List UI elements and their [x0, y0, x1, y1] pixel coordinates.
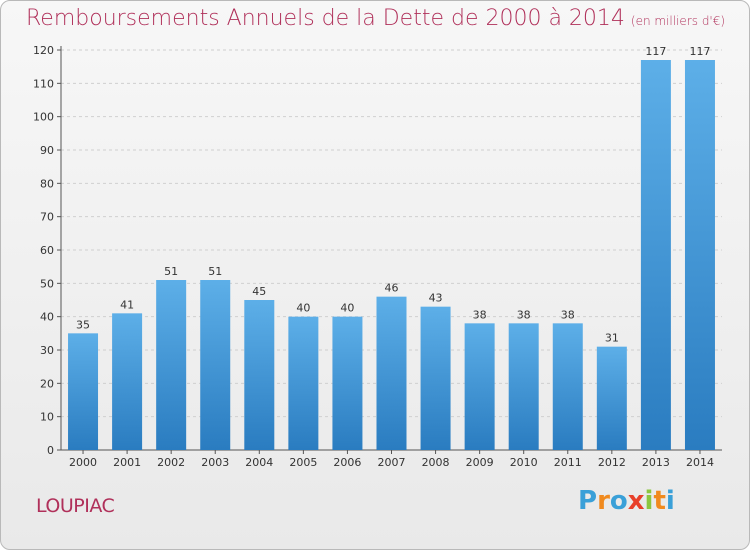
logo-letter: i — [644, 486, 654, 516]
x-tick-label: 2014 — [686, 456, 714, 469]
bar-2001 — [112, 313, 143, 450]
x-tick-label: 2012 — [598, 456, 626, 469]
data-label: 38 — [517, 308, 531, 321]
y-tick-label: 0 — [47, 444, 54, 457]
bars — [68, 60, 715, 450]
bar-2009 — [464, 323, 495, 450]
bar-2012 — [596, 346, 627, 450]
x-tick-label: 2003 — [201, 456, 229, 469]
bar-2002 — [156, 280, 187, 450]
data-label: 117 — [689, 45, 710, 58]
data-label: 51 — [164, 265, 178, 278]
logo-letter: o — [609, 486, 628, 516]
commune-name: LOUPIAC — [36, 495, 115, 517]
bar-2006 — [332, 316, 363, 450]
y-tick-label: 110 — [33, 77, 54, 90]
data-label: 117 — [645, 45, 666, 58]
labels: 0 10 20 30 40 50 60 70 80 90 100 110 120 35 2000 41 2001… — [33, 44, 714, 469]
proxiti-logo: Proxiti — [578, 486, 675, 516]
chart-title-text: Remboursements Annuels de la Dette de 20… — [26, 6, 625, 31]
bar-2004 — [244, 300, 275, 450]
bar-2014 — [684, 60, 715, 450]
chart-title: Remboursements Annuels de la Dette de 20… — [26, 6, 725, 31]
logo-letter: r — [597, 486, 610, 516]
logo-letter: P — [578, 486, 598, 516]
data-label: 43 — [429, 292, 443, 305]
data-label: 31 — [605, 332, 619, 345]
y-tick-label: 20 — [40, 377, 54, 390]
y-tick-label: 90 — [40, 144, 54, 157]
bar-2010 — [508, 323, 539, 450]
x-tick-label: 2005 — [289, 456, 317, 469]
x-tick-label: 2013 — [642, 456, 670, 469]
y-tick-label: 10 — [40, 411, 54, 424]
bar-2005 — [288, 316, 319, 450]
x-tick-label: 2006 — [333, 456, 361, 469]
data-label: 35 — [76, 318, 90, 331]
data-label: 46 — [385, 282, 399, 295]
y-tick-label: 30 — [40, 344, 54, 357]
x-tick-label: 2008 — [422, 456, 450, 469]
data-label: 51 — [208, 265, 222, 278]
data-label: 40 — [340, 302, 354, 315]
x-tick-label: 2009 — [466, 456, 494, 469]
y-tick-label: 120 — [33, 44, 54, 57]
logo-letter: t — [653, 486, 666, 516]
data-label: 45 — [252, 285, 266, 298]
y-tick-label: 50 — [40, 277, 54, 290]
logo-letter: i — [665, 486, 675, 516]
x-tick-label: 2000 — [69, 456, 97, 469]
x-tick-label: 2010 — [510, 456, 538, 469]
x-tick-label: 2004 — [245, 456, 273, 469]
x-tick-label: 2002 — [157, 456, 185, 469]
y-tick-label: 40 — [40, 311, 54, 324]
y-tick-label: 60 — [40, 244, 54, 257]
y-tick-label: 80 — [40, 177, 54, 190]
x-tick-label: 2011 — [554, 456, 582, 469]
data-label: 40 — [296, 302, 310, 315]
data-label: 41 — [120, 298, 134, 311]
bar-2003 — [200, 280, 231, 450]
y-tick-label: 100 — [33, 111, 54, 124]
bar-2013 — [640, 60, 671, 450]
data-label: 38 — [473, 308, 487, 321]
x-tick-label: 2007 — [378, 456, 406, 469]
y-tick-label: 70 — [40, 211, 54, 224]
x-tick-label: 2001 — [113, 456, 141, 469]
bar-2007 — [376, 296, 407, 450]
bar-2000 — [68, 333, 99, 450]
data-label: 38 — [561, 308, 575, 321]
logo-letter: x — [627, 486, 645, 516]
chart-subtitle: (en milliers d'€) — [630, 14, 726, 28]
bar-2008 — [420, 306, 451, 450]
bar-2011 — [552, 323, 583, 450]
